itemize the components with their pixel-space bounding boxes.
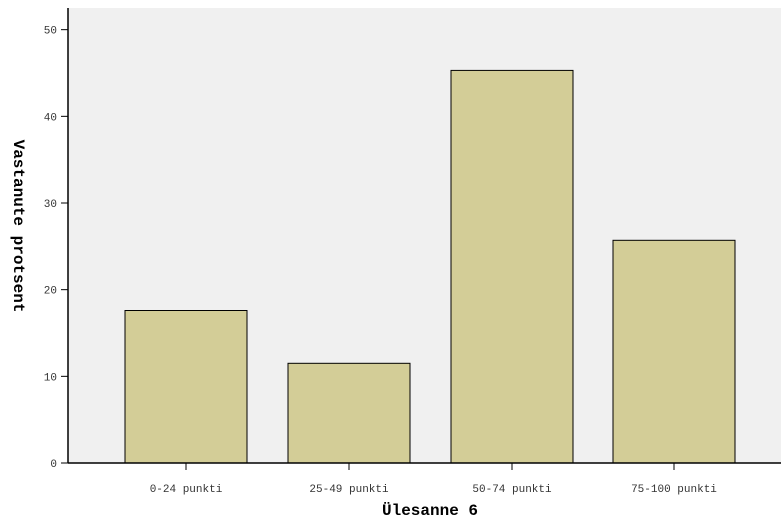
- bar-75-100-punkti: [612, 239, 736, 464]
- y-tick-label: 30: [44, 199, 57, 211]
- x-axis-title: Ülesanne 6: [382, 501, 478, 520]
- x-tick-label: 50-74 punkti: [472, 484, 552, 496]
- y-axis-title: Vastanute protsent: [9, 140, 27, 313]
- y-tick-label: 40: [44, 112, 57, 124]
- x-tick-label: 0-24 punkti: [150, 484, 223, 496]
- y-tick-label: 10: [44, 372, 57, 384]
- bar-0-24-punkti: [124, 310, 248, 464]
- y-tick-label: 20: [44, 286, 57, 298]
- bar-25-49-punkti: [287, 362, 411, 464]
- bar-50-74-punkti: [450, 69, 574, 464]
- y-tick-label: 50: [44, 26, 57, 38]
- x-tick-label: 25-49 punkti: [309, 484, 389, 496]
- bar-group: [124, 69, 736, 464]
- y-axis: 0 10 20 30 40 50: [44, 8, 69, 471]
- x-tick-label: 75-100 punkti: [631, 484, 717, 496]
- y-tick-label: 0: [50, 459, 57, 471]
- x-axis: 0-24 punkti 25-49 punkti 50-74 punkti 75-10…: [68, 462, 781, 496]
